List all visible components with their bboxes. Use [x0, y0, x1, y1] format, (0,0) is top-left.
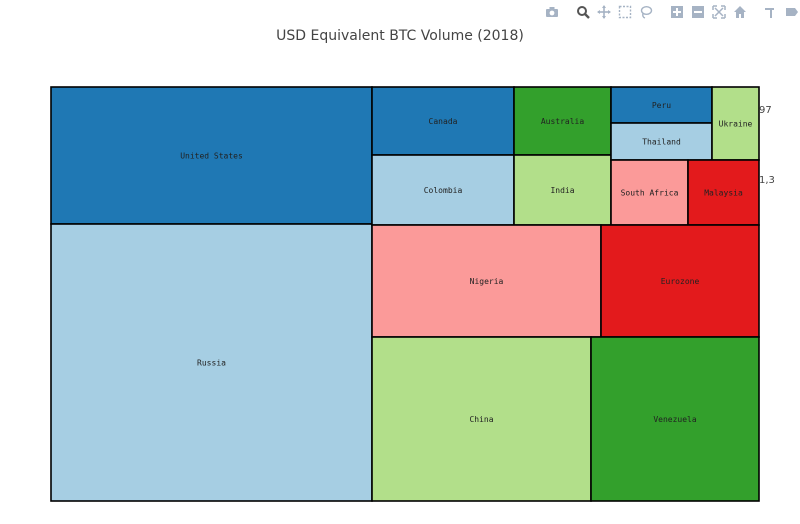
treemap-tile-colombia[interactable]: [371, 154, 515, 226]
treemap-label-ukraine: Ukraine: [719, 120, 753, 129]
treemap-tile-canada[interactable]: [371, 86, 515, 156]
hover-closest-icon[interactable]: [783, 4, 800, 21]
treemap-tile-china[interactable]: [371, 336, 592, 502]
autoscale-icon[interactable]: [710, 4, 727, 21]
modebar: [543, 2, 800, 22]
treemap-label-peru: Peru: [652, 101, 671, 110]
treemap-tile-nigeria[interactable]: [371, 224, 602, 338]
treemap-tile-malaysia[interactable]: [687, 159, 760, 226]
treemap-label-eurozone: Eurozone: [661, 277, 700, 286]
treemap-tile-russia[interactable]: [50, 223, 373, 502]
box-select-icon[interactable]: [616, 4, 633, 21]
treemap-label-malaysia: Malaysia: [704, 189, 743, 198]
treemap-label-india: India: [550, 186, 574, 195]
treemap-tile-south-africa[interactable]: [610, 159, 689, 226]
reset-axes-icon[interactable]: [731, 4, 748, 21]
pan-icon[interactable]: [595, 4, 612, 21]
camera-icon[interactable]: [543, 4, 560, 21]
treemap-label-thailand: Thailand: [642, 138, 681, 147]
overflow-value-label: 97: [759, 105, 772, 116]
treemap-tile-eurozone[interactable]: [600, 224, 760, 338]
treemap-label-canada: Canada: [429, 117, 458, 126]
treemap-label-russia: Russia: [197, 359, 226, 368]
treemap-label-venezuela: Venezuela: [653, 415, 697, 424]
treemap-label-united-states: United States: [180, 152, 243, 161]
treemap-label-south-africa: South Africa: [621, 189, 679, 198]
lasso-select-icon[interactable]: [637, 4, 654, 21]
treemap-label-australia: Australia: [541, 117, 585, 126]
overflow-value-label: 1,3: [759, 175, 775, 186]
treemap-label-nigeria: Nigeria: [470, 277, 504, 286]
treemap-tile-venezuela[interactable]: [590, 336, 760, 502]
treemap-label-china: China: [469, 415, 493, 424]
treemap-tile-peru[interactable]: [610, 86, 713, 124]
treemap-label-colombia: Colombia: [424, 186, 463, 195]
spike-lines-icon[interactable]: [762, 4, 779, 21]
chart-title: USD Equivalent BTC Volume (2018): [276, 28, 524, 44]
zoom-out-icon[interactable]: [689, 4, 706, 21]
zoom-in-icon[interactable]: [668, 4, 685, 21]
zoom-icon[interactable]: [574, 4, 591, 21]
